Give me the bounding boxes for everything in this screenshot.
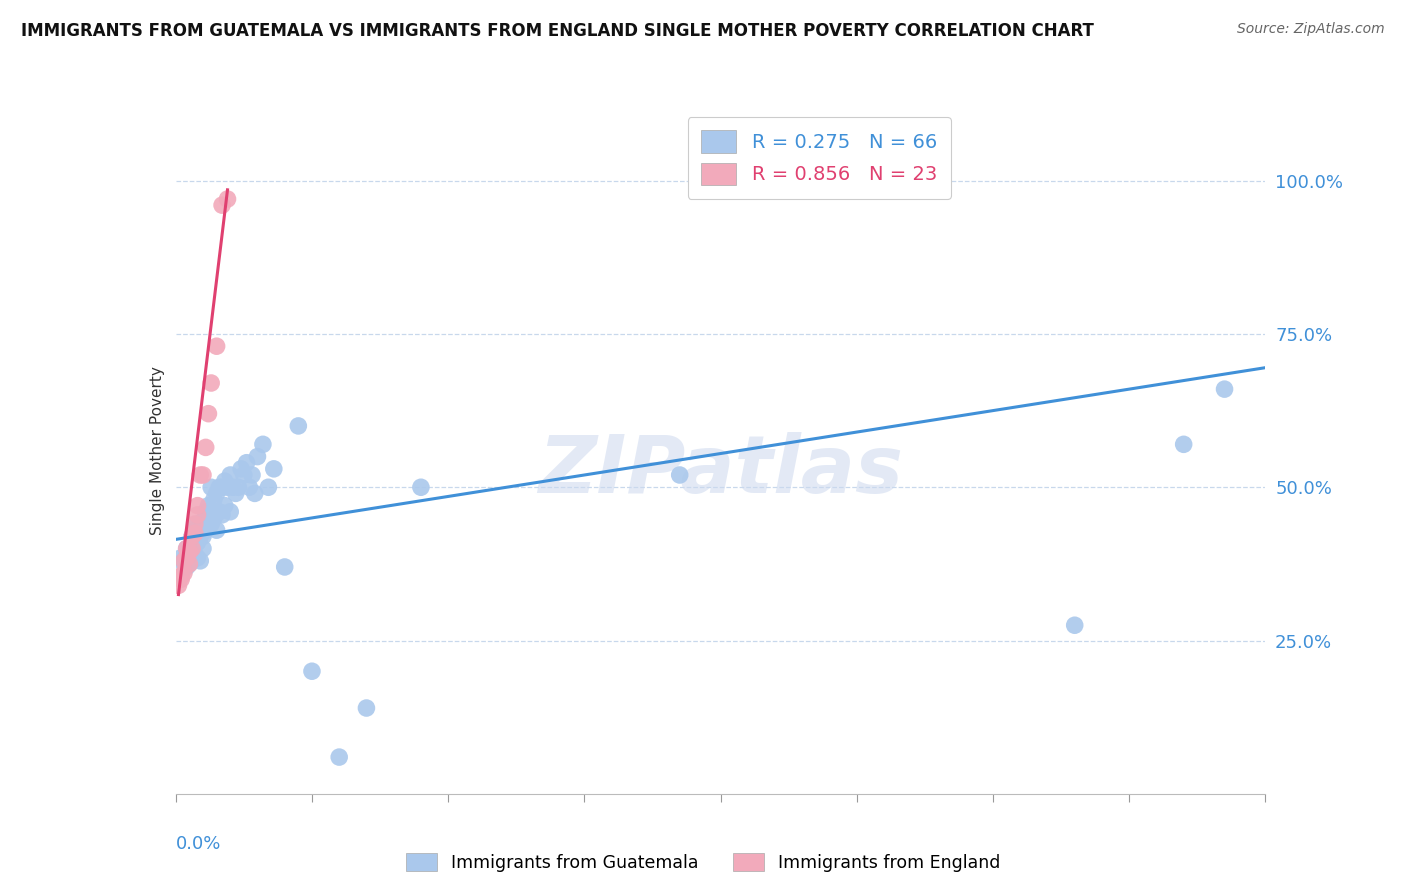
Point — [211, 480, 233, 494]
Point — [181, 541, 204, 556]
Point — [191, 467, 214, 482]
Point — [205, 486, 228, 500]
Point — [356, 701, 378, 715]
Legend: R = 0.275   N = 66, R = 0.856   N = 23: R = 0.275 N = 66, R = 0.856 N = 23 — [688, 117, 950, 199]
Point — [1173, 437, 1195, 451]
Point — [243, 486, 266, 500]
Text: 0.0%: 0.0% — [176, 835, 221, 853]
Point — [222, 480, 245, 494]
Point — [186, 535, 209, 549]
Point — [208, 480, 231, 494]
Point — [186, 517, 209, 532]
Point — [181, 529, 204, 543]
Point — [231, 462, 253, 476]
Point — [202, 511, 225, 525]
Point — [194, 441, 217, 455]
Point — [240, 467, 263, 482]
Point — [179, 544, 201, 558]
Point — [176, 541, 198, 556]
Point — [214, 499, 236, 513]
Point — [179, 550, 201, 565]
Point — [181, 529, 204, 543]
Point — [170, 569, 193, 583]
Point — [173, 554, 195, 568]
Point — [176, 548, 198, 562]
Point — [176, 550, 198, 565]
Point — [205, 523, 228, 537]
Point — [211, 508, 233, 522]
Point — [1063, 618, 1085, 632]
Point — [197, 499, 219, 513]
Point — [173, 566, 195, 581]
Y-axis label: Single Mother Poverty: Single Mother Poverty — [149, 366, 165, 535]
Point — [188, 517, 211, 532]
Text: Source: ZipAtlas.com: Source: ZipAtlas.com — [1237, 22, 1385, 37]
Text: ZIPatlas: ZIPatlas — [538, 432, 903, 510]
Point — [191, 514, 214, 528]
Point — [211, 198, 233, 212]
Point — [179, 557, 201, 571]
Point — [167, 578, 190, 592]
Point — [184, 517, 207, 532]
Point — [301, 664, 323, 679]
Point — [263, 462, 285, 476]
Point — [225, 486, 247, 500]
Point — [257, 480, 280, 494]
Point — [188, 529, 211, 543]
Point — [219, 505, 242, 519]
Point — [287, 419, 309, 434]
Point — [181, 541, 204, 556]
Point — [173, 557, 195, 571]
Point — [238, 480, 260, 494]
Point — [184, 535, 207, 549]
Point — [200, 376, 222, 390]
Point — [176, 541, 198, 556]
Point — [197, 517, 219, 532]
Point — [235, 456, 257, 470]
Point — [173, 554, 195, 568]
Point — [186, 550, 209, 565]
Point — [184, 526, 207, 541]
Point — [228, 480, 250, 494]
Point — [184, 548, 207, 562]
Point — [232, 467, 254, 482]
Point — [184, 523, 207, 537]
Point — [217, 192, 239, 206]
Point — [179, 544, 201, 558]
Point — [181, 554, 204, 568]
Point — [179, 557, 201, 571]
Point — [186, 499, 209, 513]
Point — [205, 339, 228, 353]
Point — [188, 467, 211, 482]
Text: IMMIGRANTS FROM GUATEMALA VS IMMIGRANTS FROM ENGLAND SINGLE MOTHER POVERTY CORRE: IMMIGRANTS FROM GUATEMALA VS IMMIGRANTS … — [21, 22, 1094, 40]
Point — [191, 541, 214, 556]
Point — [202, 492, 225, 507]
Point — [170, 572, 193, 586]
Point — [668, 467, 690, 482]
Point — [197, 407, 219, 421]
Point — [208, 505, 231, 519]
Point — [219, 467, 242, 482]
Point — [170, 550, 193, 565]
Point — [252, 437, 274, 451]
Point — [274, 560, 297, 574]
Point — [1213, 382, 1236, 396]
Point — [200, 480, 222, 494]
Point — [186, 508, 209, 522]
Point — [246, 450, 269, 464]
Point — [194, 523, 217, 537]
Point — [214, 474, 236, 488]
Point — [194, 505, 217, 519]
Point — [328, 750, 350, 764]
Point — [188, 554, 211, 568]
Point — [217, 480, 239, 494]
Point — [409, 480, 432, 494]
Legend: Immigrants from Guatemala, Immigrants from England: Immigrants from Guatemala, Immigrants fr… — [399, 847, 1007, 879]
Point — [176, 560, 198, 574]
Point — [191, 529, 214, 543]
Point — [200, 517, 222, 532]
